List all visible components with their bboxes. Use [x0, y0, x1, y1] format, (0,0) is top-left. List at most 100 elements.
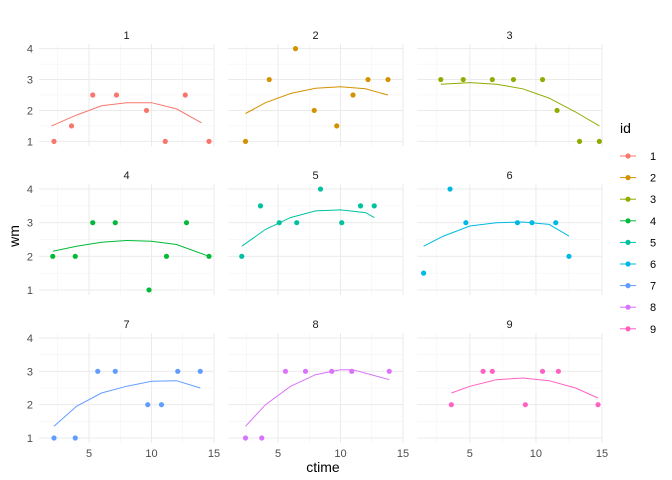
legend-item-6: 6 — [620, 259, 656, 271]
facet-strip-label: 1 — [123, 30, 129, 42]
facet-panel-4: 4 1 2 3 4 — [27, 170, 215, 297]
x-axis-title: ctime — [306, 459, 340, 475]
legend-key-point — [625, 283, 631, 289]
facet-strip-label: 5 — [312, 170, 318, 182]
data-point — [334, 123, 340, 129]
legend-title: id — [620, 120, 631, 136]
facet-panel-7: 7 1 2 3 4 5 10 15 — [27, 319, 220, 460]
data-point — [371, 203, 377, 209]
data-point — [339, 220, 345, 226]
panel-grid — [228, 44, 404, 146]
data-point — [292, 46, 299, 52]
data-point — [539, 76, 546, 83]
data-point — [112, 220, 118, 226]
y-tick-label: 2 — [27, 400, 33, 412]
data-point — [529, 220, 535, 226]
smooth-line-7 — [53, 380, 201, 427]
data-point — [438, 76, 444, 83]
y-tick-label: 2 — [27, 105, 33, 117]
legend-label: 5 — [650, 237, 656, 249]
data-point — [282, 368, 289, 374]
panel-grid — [417, 333, 603, 443]
data-point — [510, 76, 517, 83]
x-tick-label: 10 — [145, 448, 157, 460]
y-tick-label: 4 — [27, 44, 33, 56]
data-point — [163, 253, 170, 259]
smooth-line-4 — [52, 239, 210, 257]
data-point — [183, 220, 190, 226]
data-point — [145, 402, 151, 408]
data-point — [555, 368, 561, 374]
legend-label: 9 — [650, 324, 656, 336]
smooth-line-9 — [451, 377, 599, 399]
data-point — [182, 92, 188, 98]
y-tick-label: 4 — [27, 184, 33, 196]
data-point — [553, 220, 559, 226]
data-point — [90, 92, 96, 98]
y-tick-label: 2 — [27, 251, 33, 263]
data-point — [68, 123, 75, 129]
data-point — [522, 402, 528, 408]
facet-panel-9: 9 5 10 15 — [417, 319, 608, 460]
data-point — [143, 107, 150, 114]
x-tick-label: 5 — [467, 448, 473, 460]
legend-item-3: 3 — [620, 194, 656, 206]
data-point — [206, 253, 212, 259]
facet-panel-2: 2 — [228, 30, 404, 146]
data-point — [276, 220, 282, 226]
data-point — [242, 435, 249, 441]
panel-grid — [228, 333, 404, 443]
y-tick-label: 1 — [27, 136, 33, 148]
facet-panel-6: 6 — [417, 170, 603, 295]
legend-key-point — [625, 239, 631, 245]
legend-label: 2 — [650, 173, 656, 185]
facet-strip-label: 2 — [312, 30, 318, 42]
x-tick-label: 10 — [334, 448, 346, 460]
data-point — [480, 368, 486, 374]
smooth-line-3 — [440, 82, 600, 127]
data-point — [311, 107, 317, 114]
legend-item-5: 5 — [620, 237, 656, 249]
facet-strip-label: 7 — [123, 319, 129, 331]
data-point — [112, 368, 118, 374]
data-point — [158, 402, 165, 408]
smooth-line-6 — [423, 221, 570, 247]
data-point — [489, 76, 495, 83]
data-point — [239, 253, 245, 259]
smooth-line-1 — [51, 102, 202, 127]
legend-key-point — [625, 304, 631, 310]
data-point — [539, 368, 546, 374]
data-point — [206, 138, 212, 144]
panel-grid — [228, 184, 404, 295]
data-point — [386, 368, 392, 374]
legend-label: 3 — [650, 194, 656, 206]
facet-strip-label: 8 — [312, 319, 318, 331]
legend-item-4: 4 — [620, 216, 656, 228]
y-tick-label: 4 — [27, 333, 33, 345]
data-point — [448, 402, 454, 408]
x-tick-label: 5 — [275, 448, 281, 460]
facet-panel-3: 3 — [417, 30, 603, 146]
data-point — [596, 138, 602, 144]
facet-panel-5: 5 — [228, 170, 404, 295]
facet-strip-label: 6 — [506, 170, 512, 182]
data-point — [421, 270, 427, 276]
data-point — [385, 76, 391, 83]
legend: 1 2 3 4 5 6 7 8 9 — [620, 151, 656, 336]
data-point — [50, 253, 56, 259]
data-point — [294, 220, 300, 226]
data-point — [146, 287, 152, 293]
smooth-line-8 — [245, 369, 390, 427]
data-point — [576, 138, 583, 144]
data-point — [329, 368, 335, 374]
data-point — [554, 107, 560, 114]
x-tick-label: 15 — [397, 448, 409, 460]
data-point — [317, 186, 324, 192]
data-point — [242, 138, 249, 144]
y-tick-label: 3 — [27, 75, 33, 87]
data-point — [514, 220, 521, 226]
panel-grid — [417, 44, 603, 146]
data-point — [302, 368, 309, 374]
y-tick-label: 3 — [27, 366, 33, 378]
